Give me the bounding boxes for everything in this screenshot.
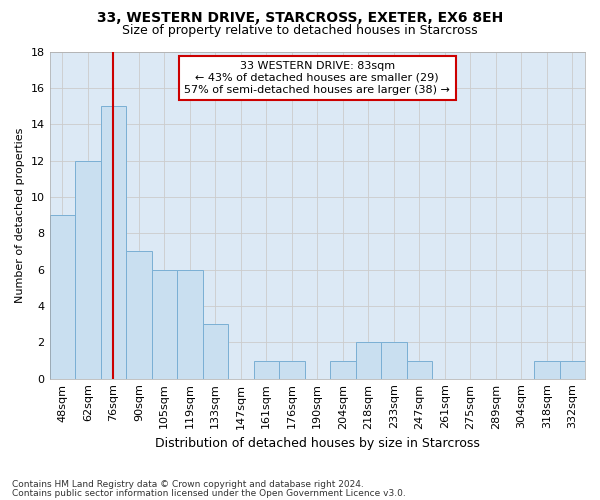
Text: 33, WESTERN DRIVE, STARCROSS, EXETER, EX6 8EH: 33, WESTERN DRIVE, STARCROSS, EXETER, EX…: [97, 11, 503, 25]
X-axis label: Distribution of detached houses by size in Starcross: Distribution of detached houses by size …: [155, 437, 480, 450]
Bar: [50, 215, 75, 378]
Bar: [75, 160, 101, 378]
Bar: [330, 360, 356, 378]
Y-axis label: Number of detached properties: Number of detached properties: [15, 128, 25, 303]
Bar: [534, 360, 560, 378]
Bar: [279, 360, 305, 378]
Text: Size of property relative to detached houses in Starcross: Size of property relative to detached ho…: [122, 24, 478, 37]
Bar: [177, 270, 203, 378]
Bar: [254, 360, 279, 378]
Bar: [560, 360, 585, 378]
Bar: [101, 106, 126, 378]
Text: Contains HM Land Registry data © Crown copyright and database right 2024.: Contains HM Land Registry data © Crown c…: [12, 480, 364, 489]
Bar: [203, 324, 228, 378]
Bar: [356, 342, 381, 378]
Bar: [152, 270, 177, 378]
Text: 33 WESTERN DRIVE: 83sqm
← 43% of detached houses are smaller (29)
57% of semi-de: 33 WESTERN DRIVE: 83sqm ← 43% of detache…: [184, 62, 450, 94]
Bar: [407, 360, 432, 378]
Bar: [126, 252, 152, 378]
Bar: [381, 342, 407, 378]
Text: Contains public sector information licensed under the Open Government Licence v3: Contains public sector information licen…: [12, 489, 406, 498]
